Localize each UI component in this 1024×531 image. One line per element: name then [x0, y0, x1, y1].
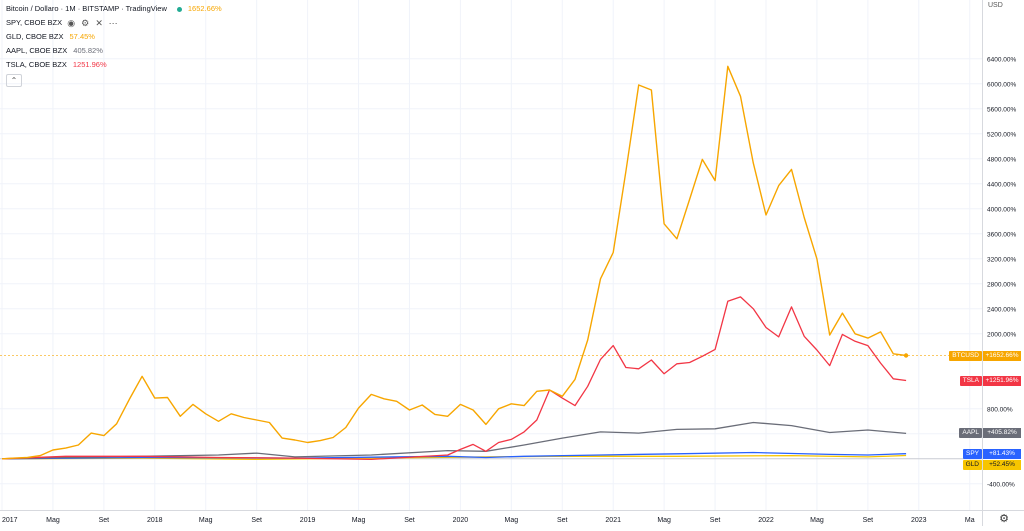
price-tick-label: 5600.00% [987, 106, 1016, 113]
time-axis[interactable]: 2017 Mag Set 2018 Mag Set 2019 Mag Set 2020 Mag Set… [0, 510, 982, 526]
legend-series-row[interactable]: GLD, CBOE BZX 57.45% [6, 30, 222, 44]
time-tick-label: Set [557, 517, 568, 524]
price-tick-label: 2000.00% [987, 331, 1016, 338]
price-badge-gld-name: GLD [962, 459, 982, 470]
time-tick-label: Ma [965, 517, 975, 524]
time-tick-label: Mag [199, 517, 213, 524]
price-tick-label: 6000.00% [987, 81, 1016, 88]
price-tick-label: 800.00% [987, 406, 1013, 413]
price-tick-label: 2800.00% [987, 281, 1016, 288]
gear-icon[interactable]: ⚙ [982, 510, 1024, 526]
legend-series-value: 57.45% [69, 32, 95, 41]
legend-main-value: 1652.66% [187, 4, 222, 13]
legend-series-name: GLD, CBOE BZX [6, 32, 64, 41]
price-tick-label: -400.00% [987, 481, 1015, 488]
time-tick-label: 2018 [147, 517, 163, 524]
currency-label[interactable]: USD [988, 2, 1003, 9]
time-tick-label: Set [404, 517, 415, 524]
settings-icon[interactable]: ⚙ [81, 18, 90, 28]
price-badge-aapl-name: AAPL [959, 428, 982, 439]
price-tick-label: 6400.00% [987, 56, 1016, 63]
series-line-aapl[interactable] [1, 421, 907, 460]
legend-main-row[interactable]: Bitcoin / Dollaro · 1M · BITSTAMP · Trad… [6, 2, 222, 16]
price-badge-gld-value: +52.45% [983, 459, 1021, 470]
time-tick-label: Set [863, 517, 874, 524]
time-tick-label: Set [710, 517, 721, 524]
time-tick-label: Mag [505, 517, 519, 524]
time-tick-label: 2023 [911, 517, 927, 524]
price-tick-label: 4800.00% [987, 156, 1016, 163]
price-tick-label: 3200.00% [987, 256, 1016, 263]
time-tick-label: 2019 [300, 517, 316, 524]
time-tick-label: 2020 [453, 517, 469, 524]
time-tick-label: Set [251, 517, 262, 524]
price-badge-tsla-name: TSLA [959, 375, 982, 386]
price-tick-label: 4000.00% [987, 206, 1016, 213]
legend: Bitcoin / Dollaro · 1M · BITSTAMP · Trad… [6, 2, 222, 87]
price-badge-spy-name: SPY [962, 448, 982, 459]
legend-series-name: SPY, CBOE BZX [6, 18, 63, 27]
series-line-gld[interactable] [1, 454, 907, 461]
price-tick-label: 3600.00% [987, 231, 1016, 238]
last-point-marker [903, 353, 909, 358]
time-tick-label: Mag [657, 517, 671, 524]
legend-series-row[interactable]: TSLA, CBOE BZX 1251.96% [6, 58, 222, 72]
price-tick-label: 2400.00% [987, 306, 1016, 313]
legend-series-row[interactable]: SPY, CBOE BZX ◉ ⚙ ✕ ⋯ [6, 16, 222, 30]
time-tick-label: Mag [352, 517, 366, 524]
series-line-tsla[interactable] [1, 296, 907, 461]
series-layer [1, 65, 909, 461]
legend-series-name: AAPL, CBOE BZX [6, 46, 68, 55]
price-badge-btcusd-value: +1652.66% [983, 350, 1021, 361]
time-tick-label: 2021 [605, 517, 621, 524]
legend-main-title: Bitcoin / Dollaro · 1M · BITSTAMP · Trad… [6, 4, 167, 13]
time-tick-label: 2022 [758, 517, 774, 524]
price-badge-spy-value: +81.43% [983, 448, 1021, 459]
more-icon[interactable]: ⋯ [108, 18, 118, 28]
chart-area[interactable] [0, 0, 982, 510]
legend-series-value: 405.82% [73, 46, 103, 55]
series-line-btcusd[interactable] [1, 65, 907, 460]
price-badge-aapl-value: +405.82% [983, 428, 1021, 439]
time-tick-label: Mag [46, 517, 60, 524]
price-badge-btcusd-name: BTCUSD [949, 350, 982, 361]
grid [0, 0, 982, 510]
price-badge-tsla-value: +1251.96% [983, 375, 1021, 386]
time-tick-label: Mag [810, 517, 824, 524]
close-icon[interactable]: ✕ [95, 18, 103, 28]
legend-series-row[interactable]: AAPL, CBOE BZX 405.82% [6, 44, 222, 58]
legend-series-value: 1251.96% [72, 60, 107, 69]
price-tick-label: 4400.00% [987, 181, 1016, 188]
legend-series-name: TSLA, CBOE BZX [6, 60, 67, 69]
market-open-status-dot [176, 6, 182, 12]
time-tick-label: 2017 [2, 517, 18, 524]
eye-icon[interactable]: ◉ [67, 18, 76, 28]
chevron-up-icon[interactable]: ⌃ [6, 74, 22, 87]
price-tick-label: 5200.00% [987, 131, 1016, 138]
time-tick-label: Set [99, 517, 110, 524]
plot-canvas[interactable] [0, 0, 982, 510]
